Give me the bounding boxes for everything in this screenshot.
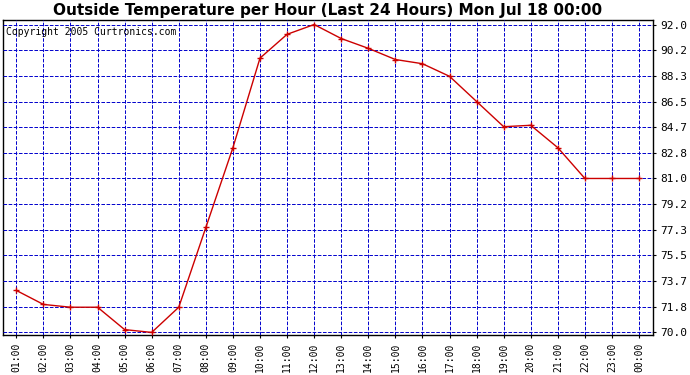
Text: Copyright 2005 Curtronics.com: Copyright 2005 Curtronics.com	[6, 27, 177, 37]
Title: Outside Temperature per Hour (Last 24 Hours) Mon Jul 18 00:00: Outside Temperature per Hour (Last 24 Ho…	[53, 3, 602, 18]
